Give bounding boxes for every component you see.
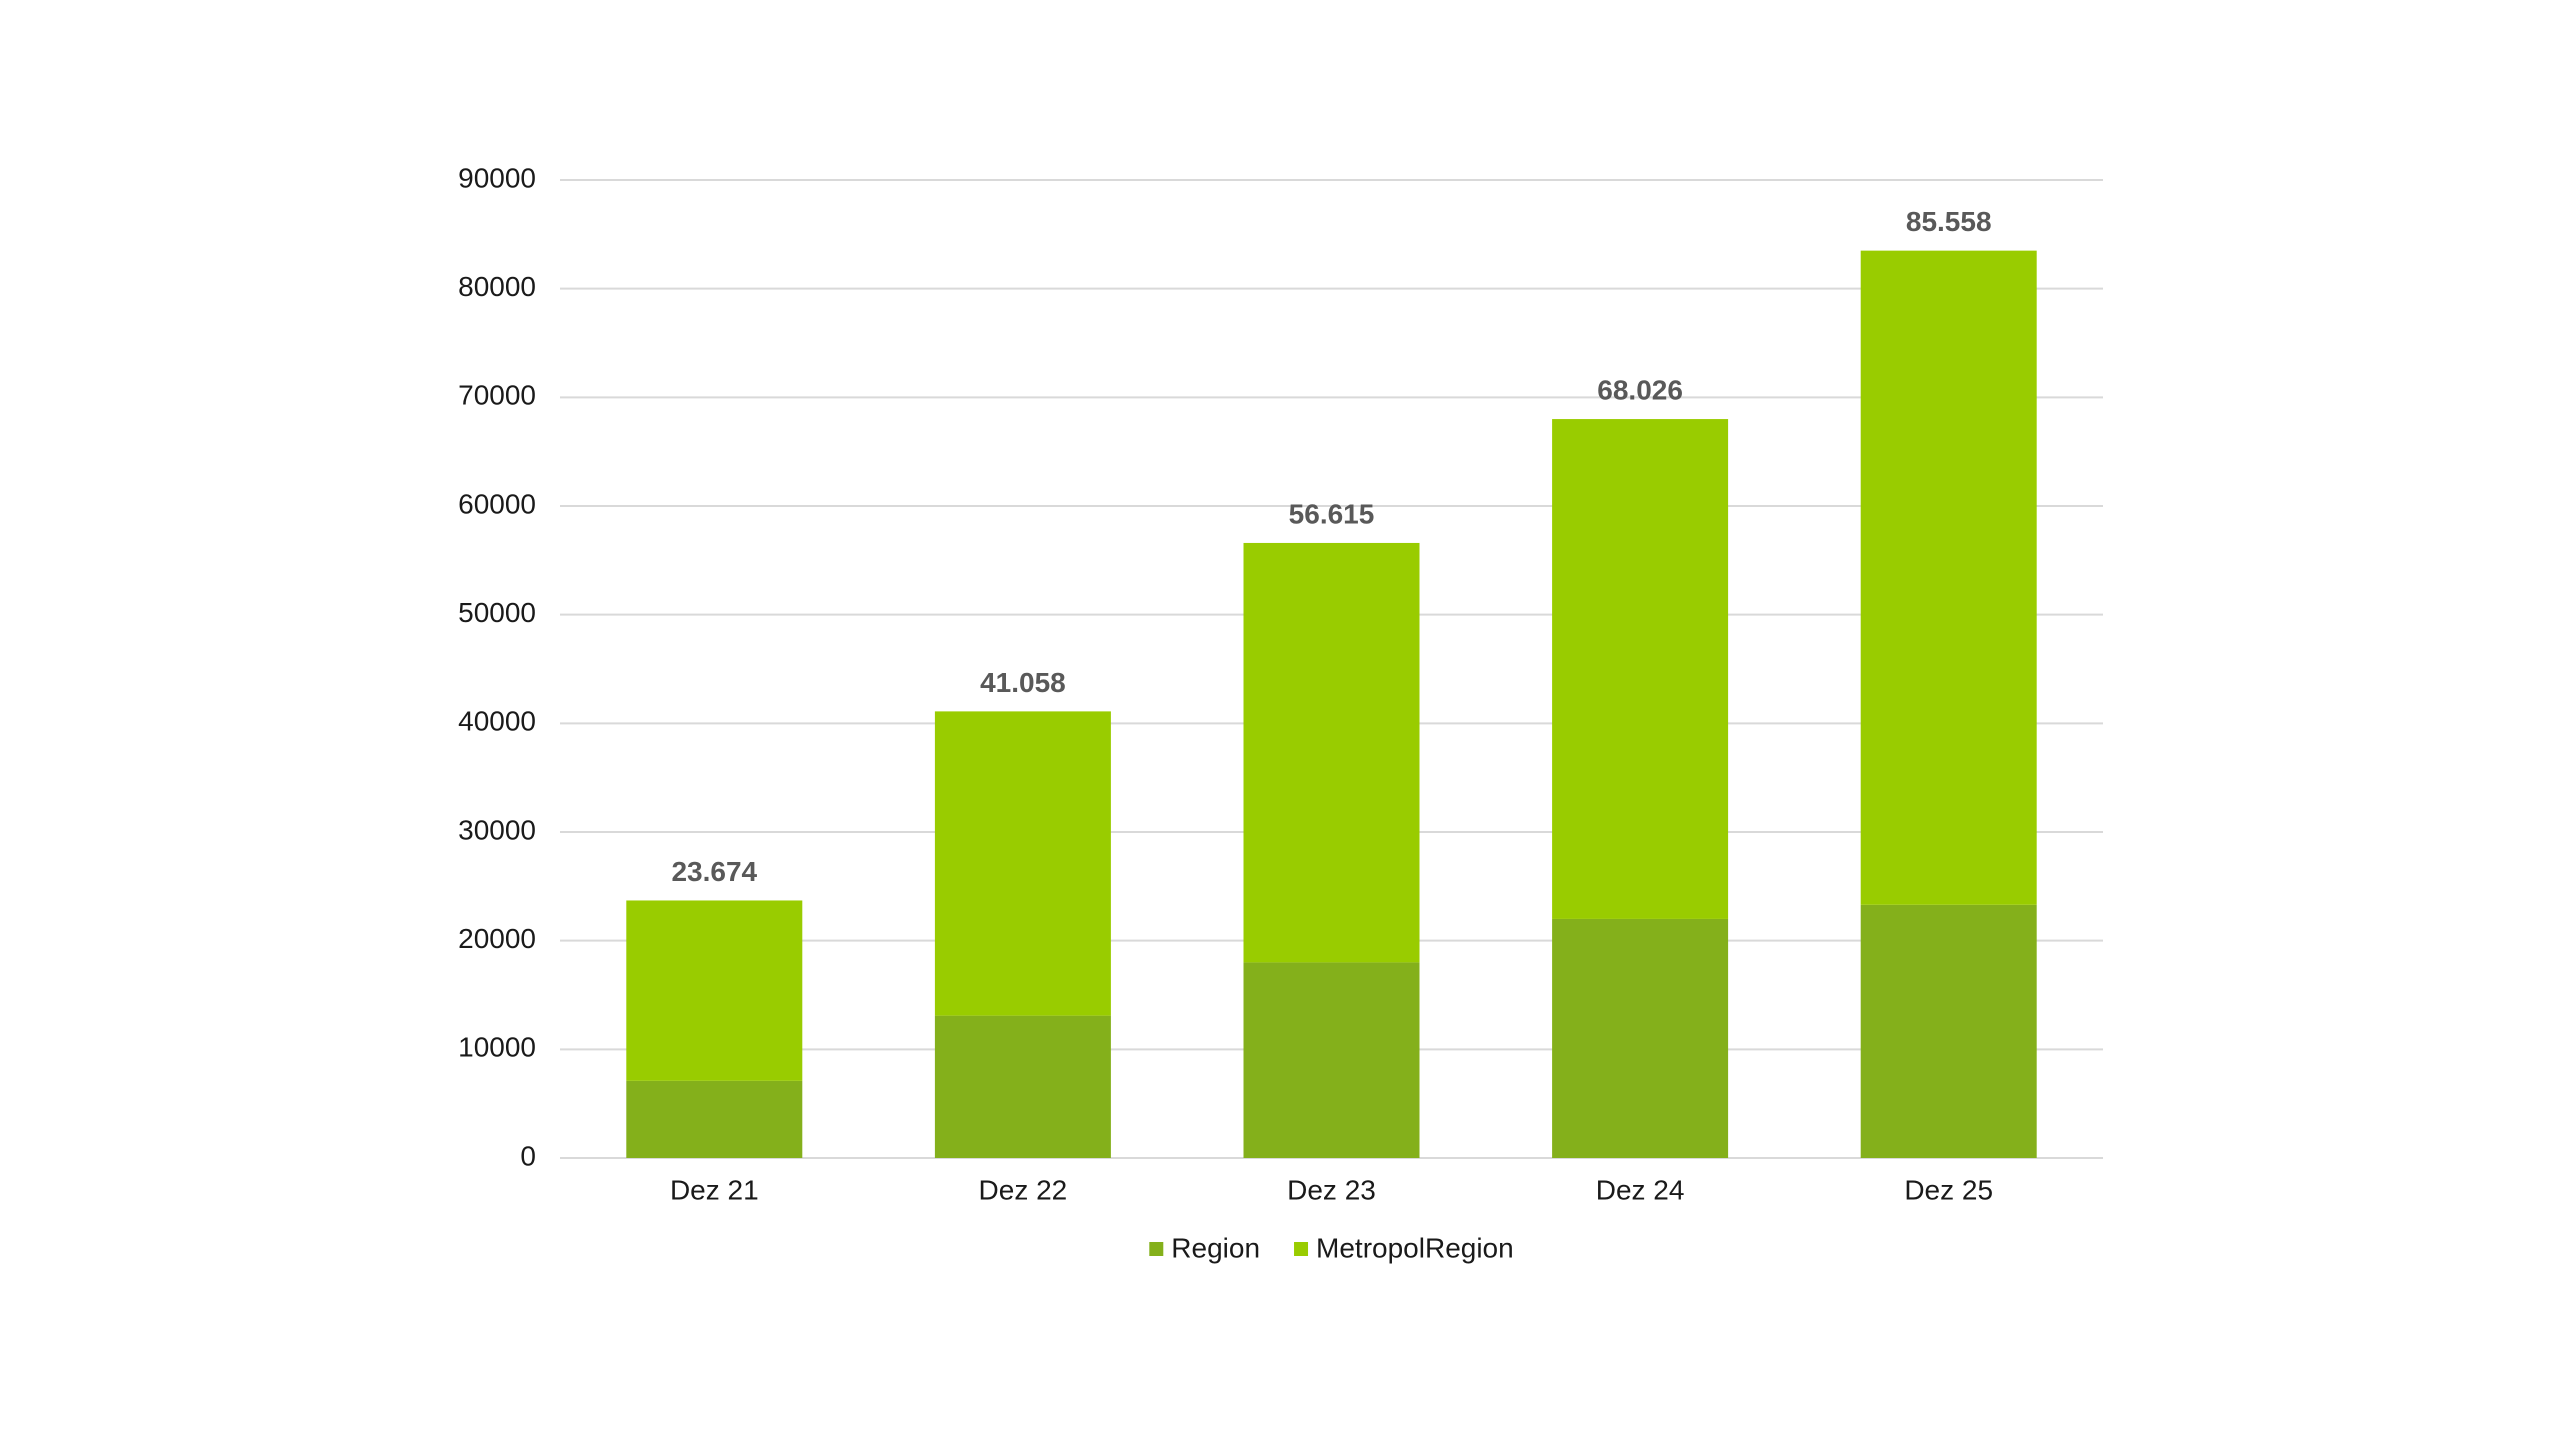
y-tick-label: 80000 bbox=[458, 271, 536, 302]
y-tick-label: 50000 bbox=[458, 597, 536, 628]
total-label: 56.615 bbox=[1289, 498, 1375, 529]
legend-swatch bbox=[1149, 1242, 1164, 1256]
bar-segment bbox=[1243, 962, 1420, 1158]
y-tick-label: 40000 bbox=[458, 706, 536, 737]
bar-segment bbox=[626, 1080, 803, 1158]
bar-segment bbox=[934, 711, 1111, 1016]
total-label: 23.674 bbox=[671, 856, 757, 887]
bar-segment bbox=[1860, 250, 2037, 905]
bar-segment bbox=[1243, 542, 1420, 963]
y-tick-label: 20000 bbox=[458, 923, 536, 954]
total-label: 41.058 bbox=[980, 667, 1066, 698]
x-tick-label: Dez 24 bbox=[1596, 1174, 1685, 1205]
y-tick-label: 90000 bbox=[458, 162, 536, 193]
legend-swatch bbox=[1294, 1242, 1309, 1256]
total-label: 85.558 bbox=[1906, 206, 1992, 237]
y-tick-label: 10000 bbox=[458, 1032, 536, 1063]
legend-label: MetropolRegion bbox=[1316, 1232, 1514, 1263]
y-tick-label: 30000 bbox=[458, 814, 536, 845]
y-tick-label: 0 bbox=[520, 1140, 536, 1171]
y-tick-label: 70000 bbox=[458, 380, 536, 411]
x-tick-label: Dez 23 bbox=[1287, 1174, 1376, 1205]
x-tick-label: Dez 22 bbox=[979, 1174, 1068, 1205]
bar-segment bbox=[626, 900, 803, 1081]
x-tick-label: Dez 21 bbox=[670, 1174, 759, 1205]
total-label: 68.026 bbox=[1597, 374, 1683, 405]
bar-segment bbox=[1860, 904, 2037, 1158]
bar-segment bbox=[934, 1015, 1111, 1158]
y-tick-label: 60000 bbox=[458, 488, 536, 519]
x-tick-label: Dez 25 bbox=[1904, 1174, 1993, 1205]
bar-segment bbox=[1552, 918, 1729, 1158]
bar-segment bbox=[1552, 419, 1729, 919]
legend-label: Region bbox=[1171, 1232, 1260, 1263]
